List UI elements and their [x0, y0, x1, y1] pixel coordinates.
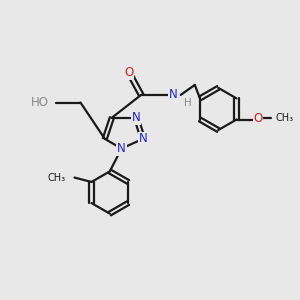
Text: N: N [117, 142, 126, 155]
Text: O: O [253, 112, 262, 125]
Text: N: N [168, 88, 177, 101]
Text: N: N [132, 111, 140, 124]
Text: O: O [124, 66, 134, 79]
Text: CH₃: CH₃ [48, 172, 66, 183]
Text: HO: HO [30, 96, 48, 109]
Text: H: H [184, 98, 191, 108]
Text: N: N [139, 132, 147, 146]
Text: CH₃: CH₃ [275, 113, 294, 123]
